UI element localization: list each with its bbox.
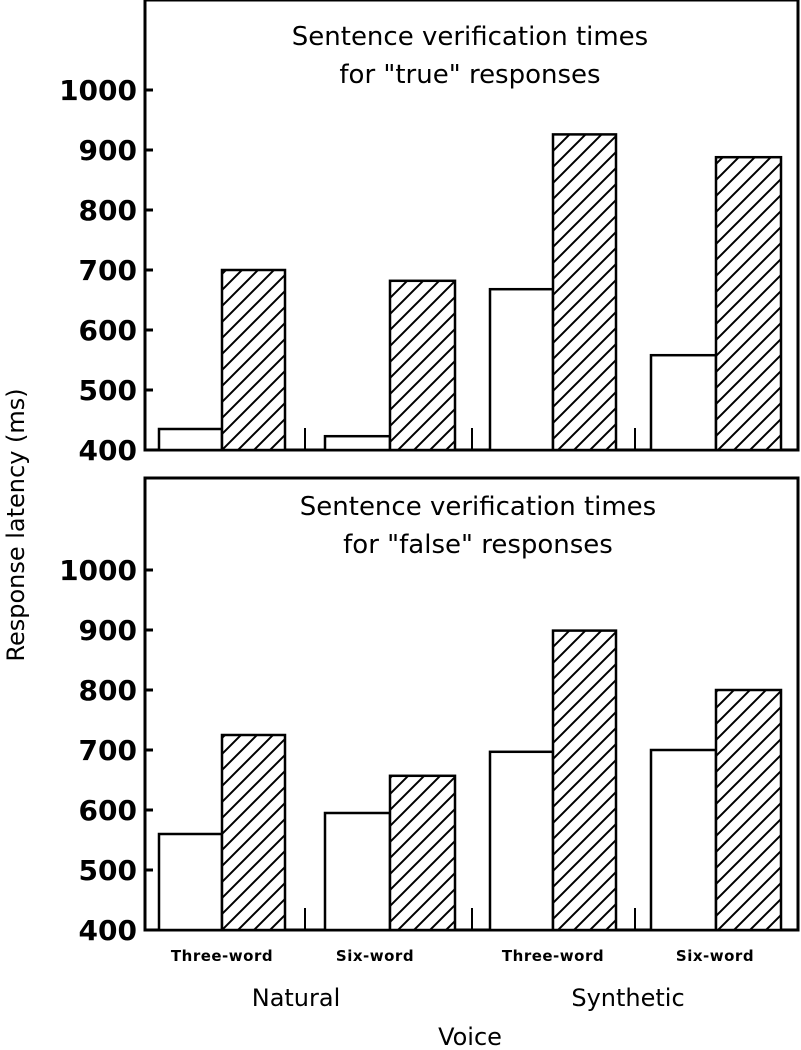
panel-title-line-2: for "true" responses xyxy=(339,60,600,90)
y-tick-label: 900 xyxy=(79,614,137,647)
bar-hatched-six-word-natural xyxy=(388,774,457,932)
y-tick-label: 800 xyxy=(79,194,137,227)
bar-open-three-word-synthetic xyxy=(488,287,555,452)
bar-hatched-three-word-natural xyxy=(220,268,287,452)
y-tick-label: 400 xyxy=(79,914,137,947)
bar-hatched-six-word-synthetic xyxy=(714,688,783,932)
group-label-synthetic: Synthetic xyxy=(571,984,684,1012)
panel-title-line-2: for "false" responses xyxy=(343,530,613,560)
bar-open-three-word-natural xyxy=(157,832,224,932)
bar-group xyxy=(157,629,783,932)
bar-hatched-six-word-synthetic xyxy=(714,155,783,452)
bar-open-six-word-synthetic xyxy=(649,748,718,932)
panel-true-responses: Sentence verification times for "true" r… xyxy=(59,0,800,467)
category-label-three-word-natural: Three-word xyxy=(171,947,273,965)
y-tick-label: 500 xyxy=(79,854,137,887)
bar-open-six-word-natural xyxy=(323,811,392,932)
bar-open-six-word-natural xyxy=(323,434,392,452)
bar-hatched-three-word-synthetic xyxy=(551,629,618,932)
y-tick-label: 600 xyxy=(79,794,137,827)
category-label-three-word-synthetic: Three-word xyxy=(502,947,604,965)
group-label-natural: Natural xyxy=(252,984,341,1012)
bar-open-three-word-natural xyxy=(157,427,224,452)
y-tick-label: 800 xyxy=(79,674,137,707)
bar-open-six-word-synthetic xyxy=(649,353,718,452)
category-label-six-word-natural: Six-word xyxy=(336,947,414,965)
y-axis: 400 500 600 700 800 900 1000 xyxy=(59,554,153,947)
y-tick-label: 600 xyxy=(79,314,137,347)
panel-title-line-1: Sentence verification times xyxy=(300,492,656,522)
y-tick-label: 400 xyxy=(79,434,137,467)
y-tick-label: 1000 xyxy=(59,74,137,107)
y-tick-label: 700 xyxy=(79,254,137,287)
panel-title-line-1: Sentence verification times xyxy=(292,22,648,52)
y-tick-label: 900 xyxy=(79,134,137,167)
bar-group xyxy=(157,133,783,452)
y-axis-title: Response latency (ms) xyxy=(2,388,30,661)
y-axis: 400 500 600 700 800 900 1000 xyxy=(59,74,153,467)
bar-hatched-three-word-natural xyxy=(220,733,287,932)
y-tick-label: 700 xyxy=(79,734,137,767)
bar-hatched-three-word-synthetic xyxy=(551,133,618,452)
bar-hatched-six-word-natural xyxy=(388,279,457,452)
panel-false-responses: Sentence verification times for "false" … xyxy=(59,476,800,947)
x-axis-title: Voice xyxy=(438,1023,502,1050)
bar-open-three-word-synthetic xyxy=(488,750,555,932)
y-tick-label: 1000 xyxy=(59,554,137,587)
category-label-six-word-synthetic: Six-word xyxy=(676,947,754,965)
y-tick-label: 500 xyxy=(79,374,137,407)
